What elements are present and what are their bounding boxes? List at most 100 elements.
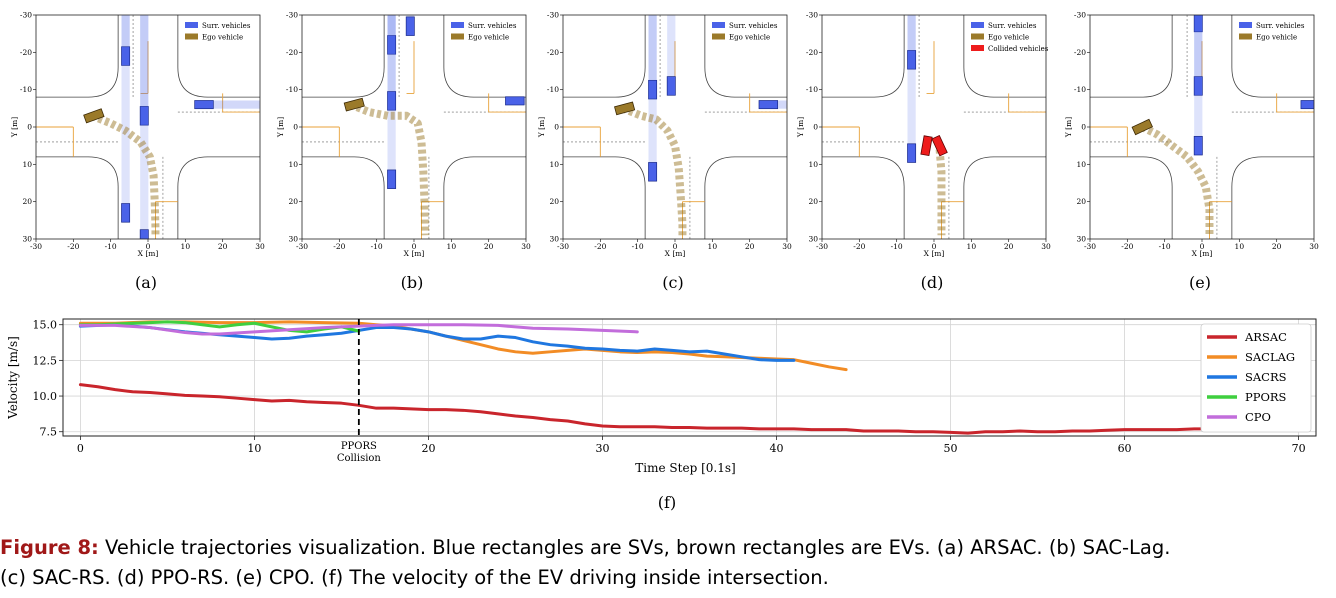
y-tick-label: 30 [549,235,559,244]
figure-caption-line-1: Figure 8: Vehicle trajectories visualiza… [0,533,1336,563]
y-tick-label: 20 [1076,197,1086,206]
y-tick-label: 20 [22,197,32,206]
surr-vehicle-trail [648,15,657,172]
surr-vehicle [907,50,917,70]
x-tick-label: 70 [1292,442,1306,455]
road-layout-a [36,15,260,239]
stop-line [1008,93,1046,113]
y-tick-label: -30 [20,11,32,20]
stop-line [749,93,787,113]
ego-vehicle [614,101,636,116]
panel-caption-d: (d) [921,273,944,292]
stop-line [563,126,601,157]
stop-line [302,126,340,157]
surr-vehicle [648,79,658,100]
collided-vehicle [920,135,933,157]
curb [963,156,1046,239]
curb [563,156,646,239]
annotation-line-2: Collision [337,453,382,464]
figure-caption-line-2: (c) SAC-RS. (d) PPO-RS. (e) CPO. (f) The… [0,566,829,589]
legend-label: Surr. vehicles [988,22,1037,30]
panel-caption-e: (e) [1189,273,1211,292]
curb [302,156,385,239]
figure-label: Figure 8: [0,536,99,559]
y-tick-label: 15.0 [33,319,58,332]
curb [177,156,260,239]
surr-vehicle-trail [907,15,916,154]
curb [704,15,787,98]
x-tick-label: 30 [595,442,609,455]
surr-vehicle [1193,15,1203,33]
surr-vehicle-trail [140,15,149,239]
x-tick-label: 40 [770,442,784,455]
x-tick-label: -20 [594,242,606,251]
legend-box [1200,323,1312,433]
x-tick-label: 50 [944,442,958,455]
y-tick-label: 10 [288,160,298,169]
x-axis-label: X [m] [138,249,159,258]
curb [443,15,526,98]
stop-line [1276,93,1314,113]
road-layout-e [1090,15,1314,239]
y-tick-label: 30 [22,235,32,244]
stop-line [488,93,526,113]
surr-vehicle [121,203,131,223]
y-tick-label: 30 [1076,235,1086,244]
x-tick-label: 20 [218,242,228,251]
series-line-arsac [78,383,1214,435]
surr-vehicle [194,100,214,110]
ego-vehicle [343,97,365,112]
stop-line [1090,126,1128,157]
y-tick-label: -30 [547,11,559,20]
legend-label-cpo: CPO [1245,410,1271,424]
x-tick-label: -20 [333,242,345,251]
ego-vehicle [83,108,105,124]
x-tick-label: 30 [1041,242,1051,251]
y-axis-label: Y [m] [10,117,19,138]
legend-label: Surr. vehicles [468,22,517,30]
surr-vehicle [139,106,149,126]
x-tick-label: 10 [247,442,261,455]
x-tick-label: 30 [1309,242,1319,251]
y-tick-label: 10 [22,160,32,169]
y-tick-label: -10 [547,85,559,94]
curb [1231,15,1314,98]
x-tick-label: -30 [557,242,569,251]
x-tick-label: 10 [1235,242,1245,251]
x-tick-label: 10 [967,242,977,251]
y-tick-label: 20 [808,197,818,206]
surr-vehicle [758,100,779,110]
y-tick-label: -30 [286,11,298,20]
x-tick-label: 20 [484,242,494,251]
legend-swatch [185,33,198,40]
ego-trajectory [621,104,687,236]
y-tick-label: -20 [547,48,559,57]
curb [36,156,119,239]
legend: Surr. vehicles Ego vehicle [1235,17,1311,50]
y-axis-label: Y [m] [796,117,805,138]
y-tick-label: 7.5 [40,426,58,439]
y-tick-label: -30 [806,11,818,20]
legend-label: Surr. vehicles [729,22,778,30]
curb [443,156,526,239]
x-tick-label: -10 [891,242,903,251]
stop-line [140,41,149,94]
curb [36,15,119,98]
y-tick-label: -20 [20,48,32,57]
y-tick-label: 10 [549,160,559,169]
y-tick-label: 30 [808,235,818,244]
x-tick-label: 0 [77,442,84,455]
stop-line [406,41,415,94]
curb [963,15,1046,98]
x-tick-label: -30 [816,242,828,251]
x-tick-label: 10 [708,242,718,251]
curb [1231,156,1314,239]
legend: Surr. vehicles Ego vehicle [181,17,257,50]
surr-vehicle [405,16,415,36]
x-tick-label: 20 [421,442,435,455]
surr-vehicle-trail [121,15,130,213]
x-tick-label: 0 [1200,242,1205,251]
curb [302,15,385,98]
